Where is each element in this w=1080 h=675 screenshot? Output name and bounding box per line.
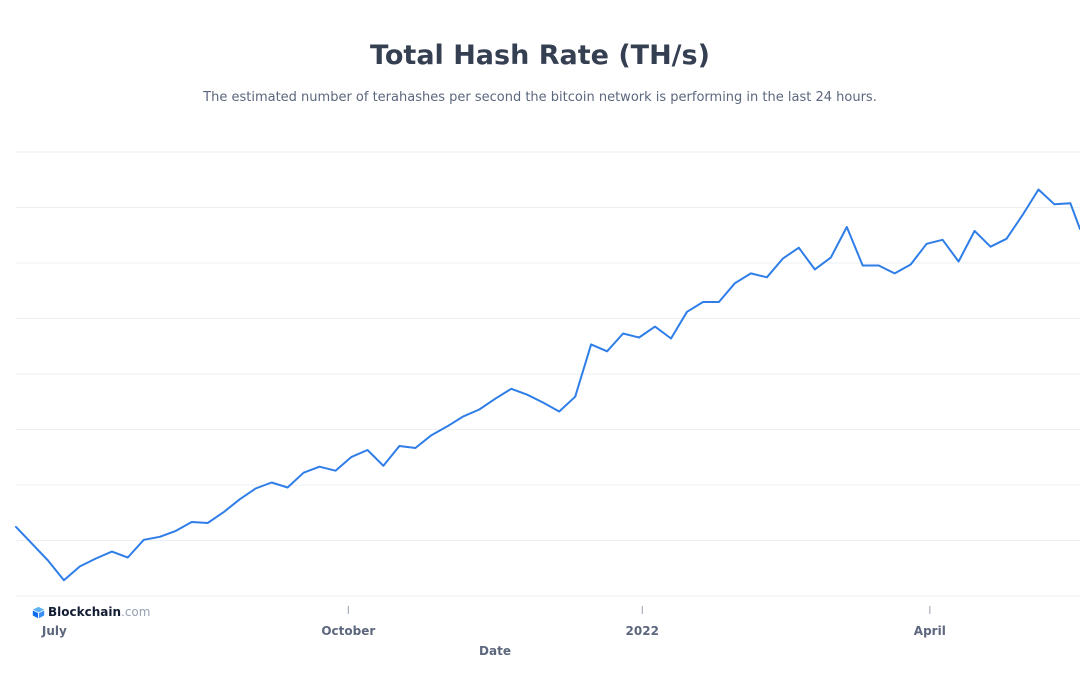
data-point[interactable] xyxy=(237,496,243,502)
x-tick-label: 2022 xyxy=(626,624,659,638)
data-point[interactable] xyxy=(1067,200,1073,206)
data-point[interactable] xyxy=(956,259,962,265)
data-point[interactable] xyxy=(732,280,738,286)
data-point[interactable] xyxy=(716,299,722,305)
data-point[interactable] xyxy=(572,394,578,400)
x-tick-label: October xyxy=(321,624,375,638)
data-point[interactable] xyxy=(972,228,978,234)
data-point[interactable] xyxy=(540,400,546,406)
data-point[interactable] xyxy=(77,563,83,569)
data-point[interactable] xyxy=(828,255,834,261)
blockchain-cube-icon xyxy=(32,606,45,618)
data-point[interactable] xyxy=(1004,236,1010,242)
data-point[interactable] xyxy=(796,245,802,251)
data-point[interactable] xyxy=(109,549,115,555)
data-point[interactable] xyxy=(684,309,690,315)
data-point[interactable] xyxy=(908,261,914,267)
data-point[interactable] xyxy=(364,447,370,453)
data-point[interactable] xyxy=(1051,201,1057,207)
data-point[interactable] xyxy=(892,270,898,276)
data-point[interactable] xyxy=(700,299,706,305)
data-point[interactable] xyxy=(348,454,354,460)
data-point[interactable] xyxy=(1019,212,1025,218)
data-point[interactable] xyxy=(460,413,466,419)
data-point[interactable] xyxy=(269,480,275,486)
data-point[interactable] xyxy=(205,520,211,526)
data-point[interactable] xyxy=(93,556,99,562)
x-axis-label: Date xyxy=(479,644,511,658)
data-point[interactable] xyxy=(285,484,291,490)
data-point[interactable] xyxy=(876,262,882,268)
x-tick-label: April xyxy=(914,624,946,638)
data-point[interactable] xyxy=(748,270,754,276)
data-point[interactable] xyxy=(301,470,307,476)
data-point[interactable] xyxy=(1035,186,1041,192)
data-point[interactable] xyxy=(380,463,386,469)
x-axis-ticks xyxy=(347,606,931,614)
data-point[interactable] xyxy=(428,432,434,438)
data-point[interactable] xyxy=(157,534,163,540)
data-point[interactable] xyxy=(620,331,626,337)
data-point[interactable] xyxy=(141,537,147,543)
data-point[interactable] xyxy=(13,524,19,530)
data-point[interactable] xyxy=(412,445,418,451)
data-point[interactable] xyxy=(317,464,323,470)
data-point[interactable] xyxy=(860,262,866,268)
data-point[interactable] xyxy=(396,443,402,449)
data-point[interactable] xyxy=(604,348,610,354)
data-point[interactable] xyxy=(125,555,131,561)
data-point[interactable] xyxy=(780,256,786,262)
data-point[interactable] xyxy=(173,528,179,534)
data-point[interactable] xyxy=(812,266,818,272)
data-point[interactable] xyxy=(444,423,450,429)
chart-title: Total Hash Rate (TH/s) xyxy=(370,40,710,71)
series-line xyxy=(15,188,1080,582)
data-point[interactable] xyxy=(588,341,594,347)
data-point[interactable] xyxy=(476,407,482,413)
data-point[interactable] xyxy=(189,519,195,525)
chart-subtitle: The estimated number of terahashes per s… xyxy=(203,90,877,105)
data-point[interactable] xyxy=(652,324,658,330)
data-point[interactable] xyxy=(492,396,498,402)
data-point[interactable] xyxy=(556,408,562,414)
data-point[interactable] xyxy=(253,485,259,491)
data-point[interactable] xyxy=(508,386,514,392)
blockchain-logo: Blockchain .com xyxy=(32,604,150,620)
data-point[interactable] xyxy=(61,577,67,583)
data-point[interactable] xyxy=(636,334,642,340)
x-tick-label: July xyxy=(41,624,67,638)
logo-suffix: .com xyxy=(121,605,151,619)
data-point[interactable] xyxy=(29,541,35,547)
grid-lines xyxy=(16,151,1080,597)
data-point[interactable] xyxy=(221,509,227,515)
data-point[interactable] xyxy=(940,237,946,243)
data-point[interactable] xyxy=(988,244,994,250)
data-point[interactable] xyxy=(764,274,770,280)
hash-rate-series xyxy=(13,186,1080,583)
data-point[interactable] xyxy=(524,392,530,398)
data-point[interactable] xyxy=(668,335,674,341)
data-point[interactable] xyxy=(45,557,51,563)
data-point[interactable] xyxy=(924,241,930,247)
logo-wordmark: Blockchain xyxy=(48,605,122,619)
data-point[interactable] xyxy=(333,468,339,474)
data-point[interactable] xyxy=(844,224,850,230)
x-axis-tick-labels: July October 2022 April xyxy=(41,624,946,638)
